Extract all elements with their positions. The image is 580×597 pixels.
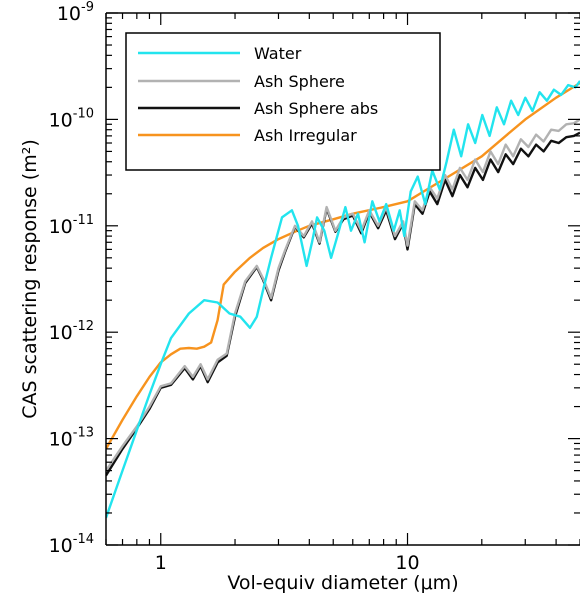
series-line-water — [106, 80, 580, 519]
y-tick-label: 10-13 — [49, 426, 94, 451]
series-layer — [106, 80, 580, 519]
y-tick-label: 10-11 — [49, 213, 94, 238]
y-tick-label: 10-12 — [49, 319, 94, 344]
y-tick-label: 10-10 — [49, 106, 94, 131]
axes-layer: 1 10 10-14 10-13 10-12 10-11 10-10 10-9 — [49, 0, 580, 574]
x-tick-label: 10 — [395, 552, 419, 574]
legend-label-water: Water — [254, 44, 302, 63]
legend-label-ash-sphere: Ash Sphere — [254, 72, 345, 91]
legend-label-ash-sphere-abs: Ash Sphere abs — [254, 99, 378, 118]
x-tick-label: 1 — [155, 552, 167, 574]
legend-box — [125, 32, 441, 171]
y-tick-label: 10-14 — [49, 532, 94, 557]
legend: Water Ash Sphere Ash Sphere abs Ash Irre… — [125, 32, 441, 171]
series-line-ash-sphere — [106, 118, 580, 472]
legend-label-ash-irregular: Ash Irregular — [254, 126, 357, 145]
y-axis-title: CAS scattering response (m²) — [19, 139, 41, 418]
y-tick-label: 10-9 — [57, 0, 94, 25]
series-line-ash-irregular — [106, 81, 580, 450]
x-axis-title: Vol-equiv diameter (μm) — [227, 572, 458, 594]
